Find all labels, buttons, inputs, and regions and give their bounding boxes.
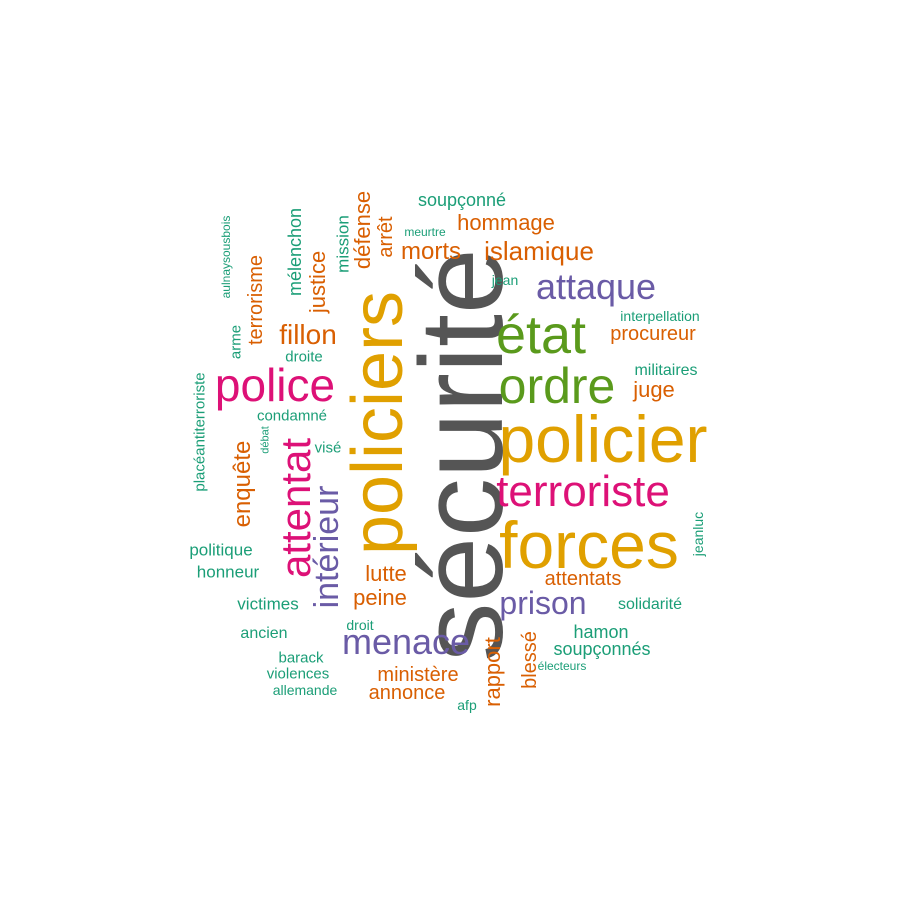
- word-interpellation: interpellation: [620, 308, 700, 324]
- word-juge: juge: [633, 377, 675, 402]
- word-ordre: ordre: [498, 358, 616, 414]
- word-soupconne: soupçonné: [417, 190, 507, 210]
- word-procureur: procureur: [610, 323, 696, 345]
- word-allemande: allemande: [272, 682, 338, 698]
- word-policiers: policiers: [338, 290, 418, 556]
- word-jeanluc: jeanluc: [690, 511, 706, 557]
- word-justice: justice: [305, 250, 330, 314]
- word-arret: arrêt: [375, 216, 397, 258]
- word-barack: barack: [278, 649, 324, 667]
- word-mission: mission: [333, 215, 353, 273]
- word-ministere: ministère: [377, 664, 459, 686]
- word-hommage: hommage: [457, 210, 555, 235]
- word-prison: prison: [499, 585, 587, 621]
- word-hamon: hamon: [573, 622, 629, 642]
- word-placeantiterroriste: placéantiterroriste: [191, 372, 209, 492]
- word-enquete: enquête: [229, 440, 256, 528]
- word-militaires: militaires: [634, 362, 698, 379]
- word-melenchon: mélenchon: [285, 207, 305, 297]
- word-aulnaysousbois: aulnaysousbois: [219, 215, 233, 299]
- word-ancien: ancien: [240, 625, 288, 642]
- word-condamne: condamné: [256, 407, 328, 425]
- word-meurtre: meurtre: [404, 225, 446, 239]
- word-victimes: victimes: [237, 594, 299, 614]
- word-attaque: attaque: [535, 266, 657, 307]
- word-attentats: attentats: [544, 568, 622, 590]
- word-rapport: rapport: [480, 637, 505, 707]
- word-morts: morts: [401, 238, 461, 265]
- word-lutte: lutte: [365, 561, 407, 586]
- word-islamique: islamique: [484, 236, 594, 266]
- word-arme: arme: [227, 324, 245, 360]
- word-electeurs: électeurs: [537, 659, 587, 673]
- word-terrorisme: terrorisme: [245, 254, 267, 346]
- word-policier: policier: [498, 402, 708, 476]
- word-defense: défense: [350, 190, 375, 270]
- word-peine: peine: [353, 585, 407, 610]
- word-fillon: fillon: [279, 319, 337, 350]
- word-droite: droite: [285, 348, 323, 366]
- word-soupconnes: soupçonnés: [553, 639, 651, 659]
- word-droit: droit: [346, 617, 374, 633]
- word-solidarite: solidarité: [617, 596, 683, 613]
- word-interieur: intérieur: [308, 485, 346, 609]
- word-police: police: [214, 359, 336, 411]
- word-annonce: annonce: [368, 682, 446, 704]
- word-etat: état: [495, 305, 587, 365]
- word-terroriste: terroriste: [496, 467, 670, 516]
- word-debat: débat: [259, 426, 272, 454]
- word-jean: jean: [491, 272, 519, 288]
- word-politique: politique: [189, 540, 253, 560]
- word-violences: violences: [266, 665, 330, 683]
- word-vise: visé: [314, 439, 342, 457]
- word-forces: forces: [499, 508, 679, 582]
- word-honneur: honneur: [196, 562, 260, 582]
- word-menace: menace: [341, 621, 471, 662]
- word-afp: afp: [457, 697, 477, 713]
